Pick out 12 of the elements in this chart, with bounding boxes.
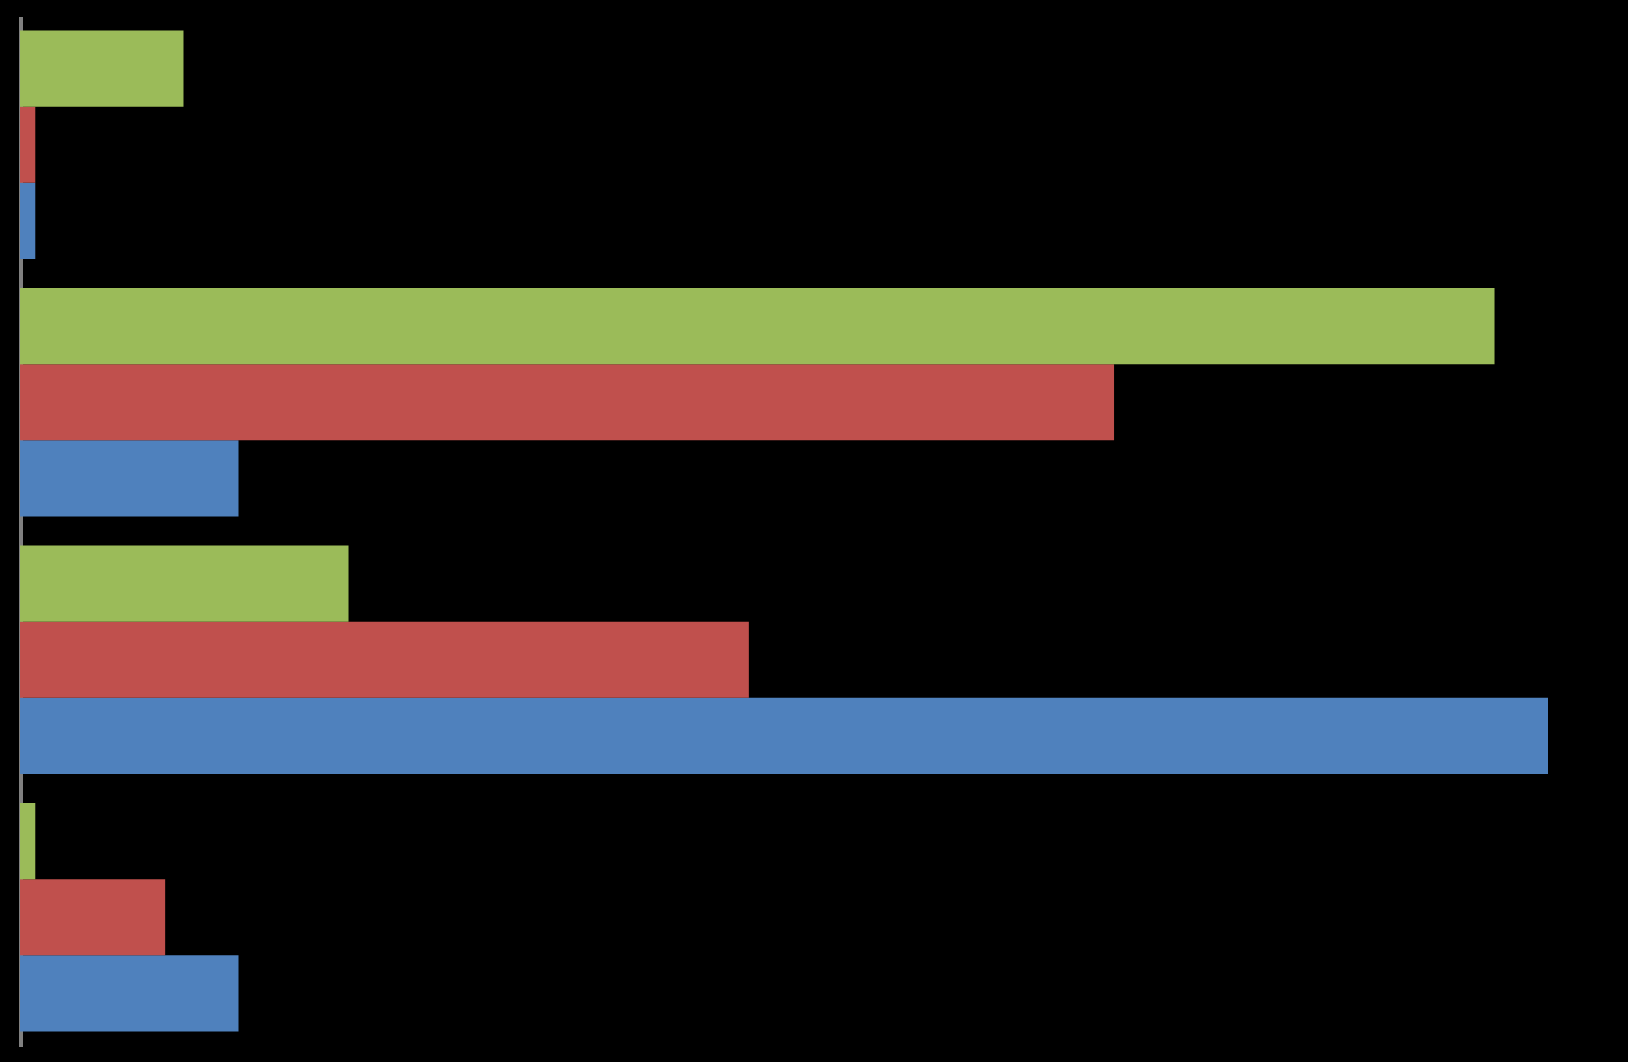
- bar: [20, 287, 1495, 365]
- bar: [20, 106, 36, 183]
- bar: [20, 879, 166, 956]
- bar: [20, 621, 749, 698]
- bar: [20, 182, 36, 260]
- bar: [20, 364, 1115, 441]
- bar: [20, 697, 1548, 775]
- bar: [20, 802, 36, 880]
- bar: [20, 955, 239, 1032]
- bar: [20, 545, 349, 622]
- bar: [20, 440, 239, 517]
- bar: [20, 30, 184, 107]
